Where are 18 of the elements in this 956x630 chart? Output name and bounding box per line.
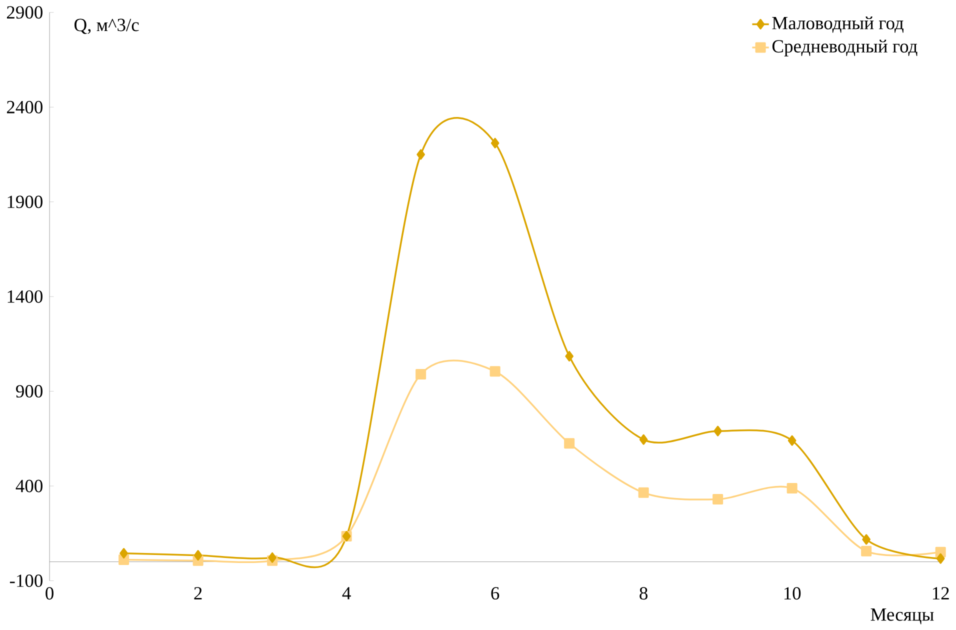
y-tick-label: 900 bbox=[16, 384, 42, 398]
x-tick-label: 10 bbox=[784, 586, 801, 600]
y-tick-label: 2900 bbox=[6, 6, 42, 18]
y-tick-label: -100 bbox=[10, 574, 42, 587]
y-tick-label: 1400 bbox=[8, 290, 42, 303]
x-tick-label: 8 bbox=[640, 586, 648, 600]
x-tick-label: 12 bbox=[932, 586, 949, 600]
legend-label: Маловодный год bbox=[772, 16, 904, 33]
x-tick-label: 4 bbox=[342, 586, 351, 600]
x-axis-title: Месяцы bbox=[870, 608, 934, 624]
x-tick-label: 0 bbox=[46, 586, 54, 600]
y-tick-label: 1900 bbox=[8, 195, 42, 208]
y-axis-title: Q, м^3/с bbox=[74, 18, 139, 34]
x-tick-label: 6 bbox=[491, 586, 500, 600]
y-tick-label: 400 bbox=[16, 480, 42, 492]
x-tick-label: 2 bbox=[194, 586, 202, 600]
y-tick-label: 2400 bbox=[6, 100, 42, 114]
legend-label: Средневодный год bbox=[772, 40, 918, 56]
